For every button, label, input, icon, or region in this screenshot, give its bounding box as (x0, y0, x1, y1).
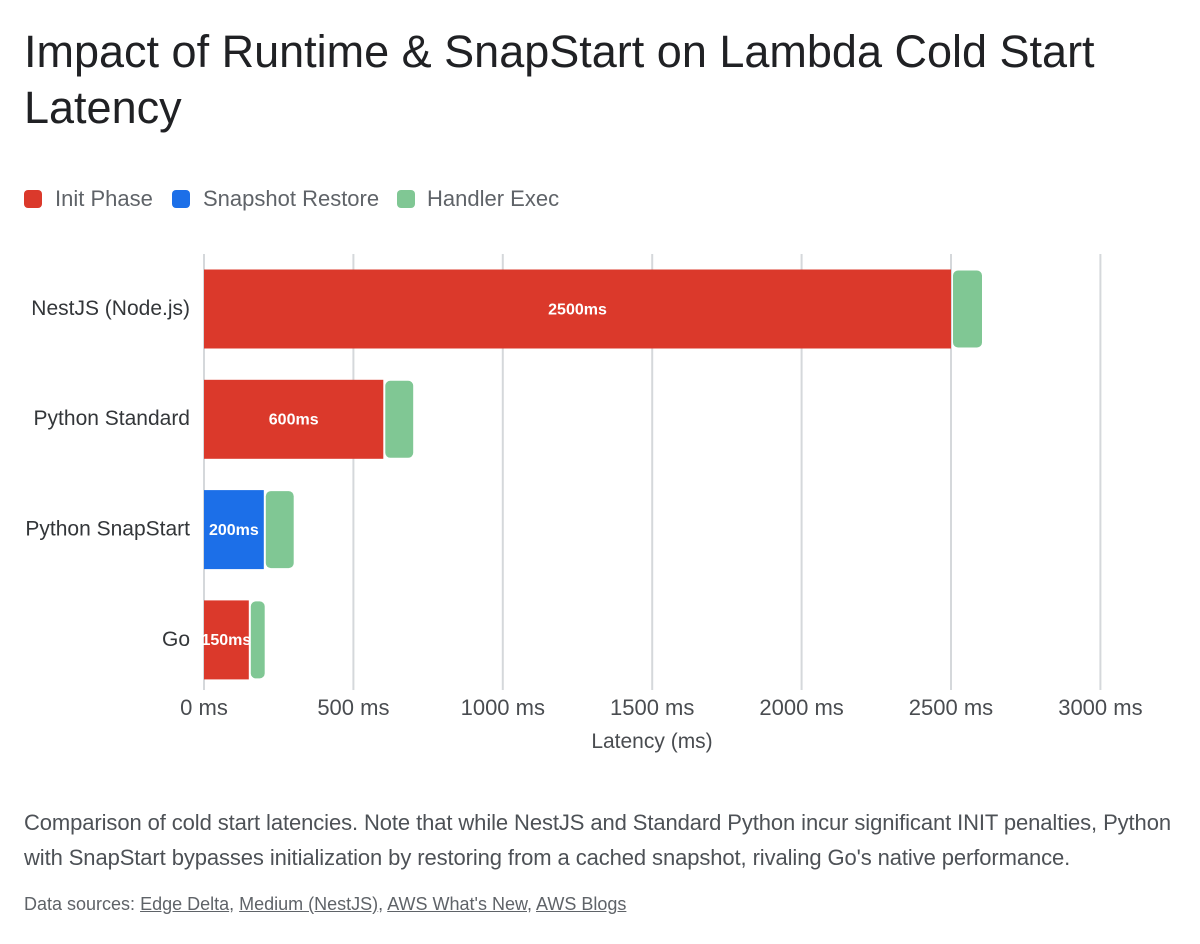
svg-text:1500 ms: 1500 ms (610, 695, 694, 720)
svg-text:Python SnapStart: Python SnapStart (25, 518, 190, 541)
svg-text:Latency (ms): Latency (ms) (591, 730, 712, 753)
svg-text:2500ms: 2500ms (548, 302, 607, 319)
svg-text:3000 ms: 3000 ms (1058, 695, 1142, 720)
svg-text:Python Standard: Python Standard (34, 407, 190, 430)
svg-text:2500 ms: 2500 ms (909, 695, 993, 720)
svg-text:200ms: 200ms (209, 522, 259, 539)
svg-text:2000 ms: 2000 ms (759, 695, 843, 720)
svg-text:NestJS (Node.js): NestJS (Node.js) (31, 297, 190, 320)
svg-text:150ms: 150ms (201, 632, 251, 649)
svg-text:0 ms: 0 ms (180, 695, 228, 720)
svg-text:600ms: 600ms (269, 412, 319, 429)
svg-text:1000 ms: 1000 ms (461, 695, 545, 720)
svg-text:Go: Go (162, 628, 190, 651)
svg-text:500 ms: 500 ms (317, 695, 389, 720)
